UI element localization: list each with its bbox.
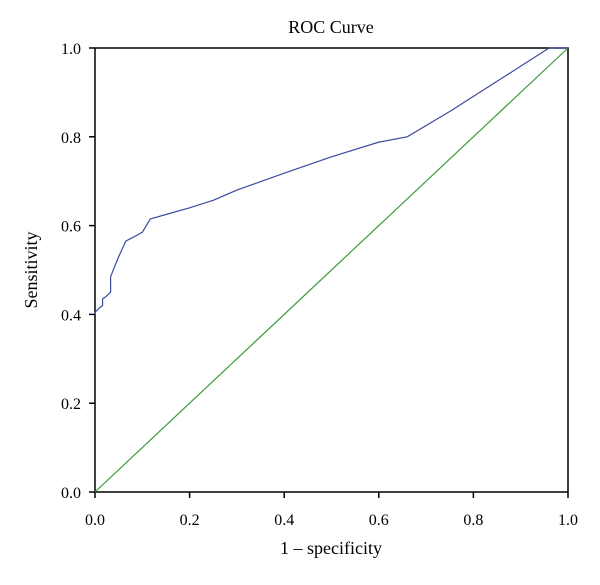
y-axis-ticks: 0.0 0.2 0.4 0.6 0.8 1.0 [61,41,95,502]
y-tick-label: 0.6 [61,219,81,236]
series-group [94,47,569,493]
y-tick-label: 0.0 [61,485,81,502]
y-axis-title: Sensitivity [21,231,41,308]
y-tick-label: 0.8 [61,130,81,147]
x-tick-label: 0.8 [463,512,483,529]
y-tick-label: 0.4 [61,307,81,324]
x-tick-label: 1.0 [558,512,578,529]
x-tick-label: 0.2 [180,512,200,529]
roc-curve-line [94,47,568,315]
y-tick-label: 1.0 [61,41,81,58]
x-tick-label: 0.6 [369,512,389,529]
plot-area-frame [94,47,569,493]
chart-title: ROC Curve [288,17,374,37]
y-tick-label: 0.2 [61,396,81,413]
reference-diagonal-line [94,47,569,493]
x-axis-ticks: 0.0 0.2 0.4 0.6 0.8 1.0 [85,492,578,529]
x-tick-label: 0.0 [85,512,105,529]
x-tick-label: 0.4 [274,512,294,529]
x-axis-title: 1 – specificity [280,538,382,558]
